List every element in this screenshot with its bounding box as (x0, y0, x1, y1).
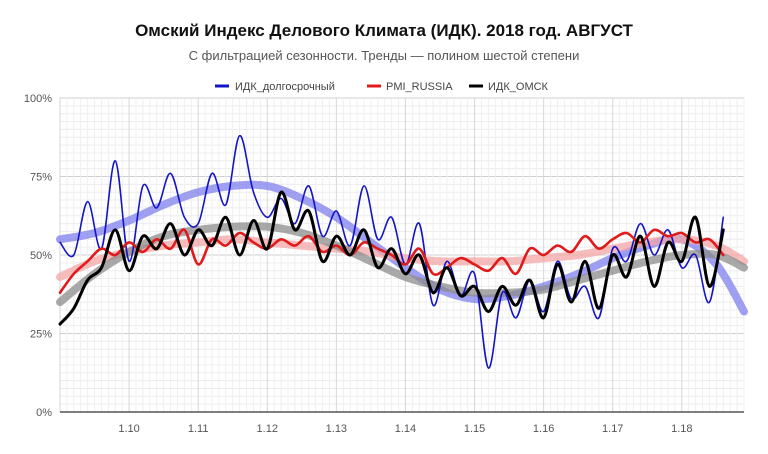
trend-lines (56, 180, 748, 316)
x-tick-label: 1.18 (671, 423, 692, 435)
legend-item-idk-long[interactable]: ИДК_долгосрочный (215, 81, 335, 93)
trend-line-0 (56, 180, 748, 316)
y-tick-label: 75% (30, 172, 52, 184)
x-tick-label: 1.17 (602, 423, 623, 435)
x-tick-label: 1.10 (118, 423, 139, 435)
y-tick-label: 25% (30, 329, 52, 341)
legend-item-pmi-russia[interactable]: PMI_RUSSIA (367, 81, 453, 93)
x-axis: 1.10 1.11 1.12 1.13 1.14 1.15 1.16 1.17 1.18 (118, 423, 692, 435)
y-tick-label: 100% (24, 93, 52, 105)
legend: ИДК_долгосрочный PMI_RUSSIA ИДК_ОМСК (215, 81, 549, 93)
y-tick-label: 0% (36, 407, 52, 419)
x-tick-label: 1.11 (188, 423, 209, 435)
y-axis: 0% 25% 50% 75% 100% (24, 93, 52, 419)
chart-subtitle: С фильтрацией сезонности. Тренды — полин… (189, 48, 580, 63)
series-line-2 (58, 190, 725, 326)
x-tick-label: 1.15 (464, 423, 485, 435)
legend-label-pmi-russia: PMI_RUSSIA (386, 81, 453, 93)
legend-label-idk-long: ИДК_долгосрочный (235, 81, 335, 93)
x-tick-label: 1.13 (326, 423, 347, 435)
legend-item-idk-omsk[interactable]: ИДК_ОМСК (469, 81, 549, 93)
series-line-0 (59, 134, 725, 369)
x-tick-label: 1.16 (533, 423, 554, 435)
legend-label-idk-omsk: ИДК_ОМСК (488, 81, 549, 93)
chart-title: Омский Индекс Делового Климата (ИДК). 20… (135, 21, 633, 40)
x-tick-label: 1.14 (395, 423, 416, 435)
y-tick-label: 50% (30, 250, 52, 262)
trend-line-2 (56, 222, 748, 307)
series-line-1 (58, 228, 725, 294)
x-tick-label: 1.12 (257, 423, 278, 435)
series-lines (58, 134, 725, 369)
